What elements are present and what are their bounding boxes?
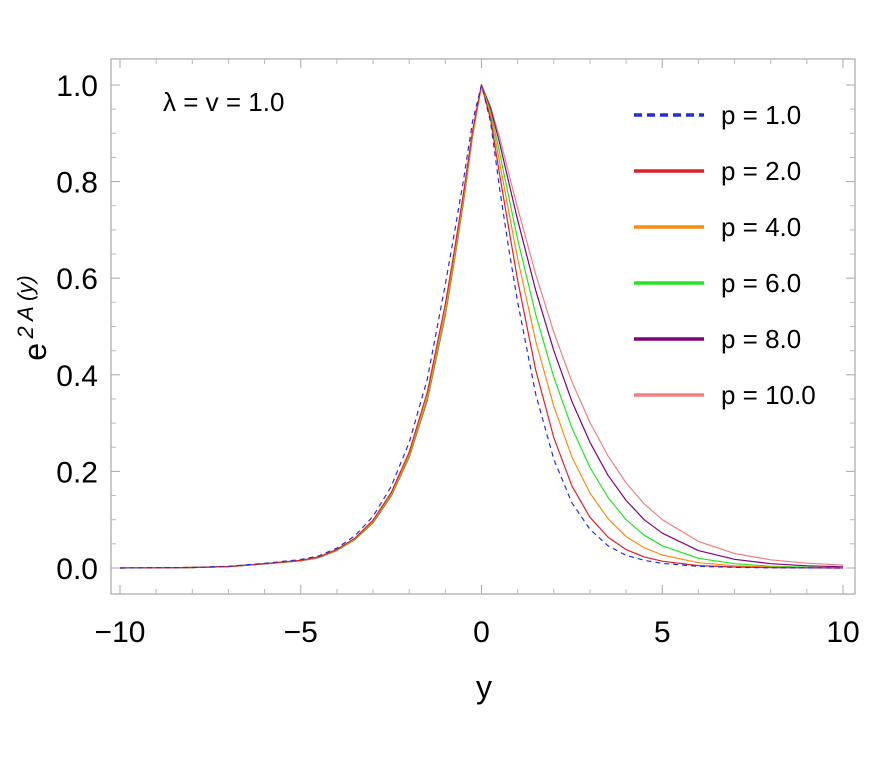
x-tick-label: 5 [654, 616, 671, 649]
x-tick-labels: −10 −5 0 5 10 [95, 616, 860, 649]
legend-label: p = 6.0 [721, 268, 801, 298]
x-axis-label: y [476, 669, 492, 705]
axis-ticks [111, 59, 855, 594]
legend-label: p = 1.0 [721, 100, 801, 130]
y-tick-label: 0.4 [56, 360, 98, 393]
legend-label: p = 2.0 [721, 156, 801, 186]
series-line-1 [119, 84, 844, 569]
series-lines [119, 84, 844, 569]
y-tick-labels: 0.0 0.2 0.4 0.6 0.8 1.0 [56, 70, 98, 586]
y-tick-label: 0.0 [56, 553, 98, 586]
legend-label: p = 8.0 [721, 324, 801, 354]
y-tick-label: 0.8 [56, 167, 98, 200]
x-tick-label: −5 [284, 616, 318, 649]
legend: p = 1.0 p = 2.0 p = 4.0 p = 6.0 p = 8.0 p = 1… [634, 100, 816, 410]
y-axis-label: e 2 A (y) [13, 275, 53, 360]
y-tick-label: 0.6 [56, 263, 98, 296]
legend-label: p = 10.0 [721, 380, 816, 410]
annotation-text: λ = v = 1.0 [163, 87, 284, 117]
y-tick-label: 1.0 [56, 70, 98, 103]
x-tick-label: −10 [95, 616, 146, 649]
svg-text:e 2 A (y): e 2 A (y) [13, 275, 53, 360]
legend-label: p = 4.0 [721, 212, 801, 242]
x-tick-label: 0 [473, 616, 490, 649]
y-axis-label-base: e [17, 343, 53, 361]
y-tick-label: 0.2 [56, 456, 98, 489]
y-axis-label-superscript: 2 A (y) [13, 275, 38, 339]
x-tick-label: 10 [826, 616, 859, 649]
